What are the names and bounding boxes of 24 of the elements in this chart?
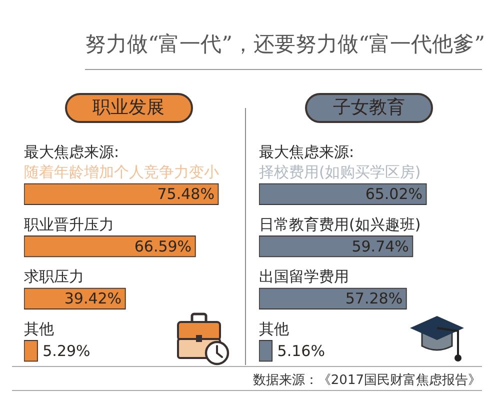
pill-frame: 职业发展 [64, 93, 192, 123]
y-tick-label: 出国留学费用 [259, 268, 349, 286]
data-label: 5.29% [42, 342, 90, 360]
y-tick-label: 其他 [259, 320, 289, 338]
y-tick-label: 择校费用(如购买学区房) [259, 163, 421, 182]
pill-frame: 子女教育 [305, 93, 433, 123]
data-label: 75.48% [157, 185, 214, 204]
data-label: 66.59% [134, 237, 192, 256]
chart-title: 职业发展 [92, 97, 164, 118]
data-label: 65.02% [365, 185, 423, 204]
y-tick-label: 随着年龄增加个人竞争力变小 [24, 163, 219, 182]
text: 努力做“富一代”，还要努力做“富一代他爹” [85, 31, 485, 58]
y-tick-label: 日常教育费用(如兴趣班) [259, 215, 421, 234]
data-label: 39.42% [64, 290, 122, 308]
data-label: 59.74% [352, 237, 409, 256]
chart-title: 子女教育 [333, 97, 405, 118]
chart-subtitle: 最大焦虑来源: [259, 143, 354, 162]
data-label: 57.28% [345, 290, 403, 308]
text: 最大焦虑来源: [24, 143, 120, 162]
data-label: 5.16% [277, 342, 325, 360]
y-tick-label: 职业晋升压力 [24, 215, 114, 234]
y-tick-label: 求职压力 [24, 268, 84, 286]
y-tick-label: 其他 [24, 320, 54, 338]
source-note: 数据来源：《2017国民财富焦虑报告》 [252, 372, 481, 389]
